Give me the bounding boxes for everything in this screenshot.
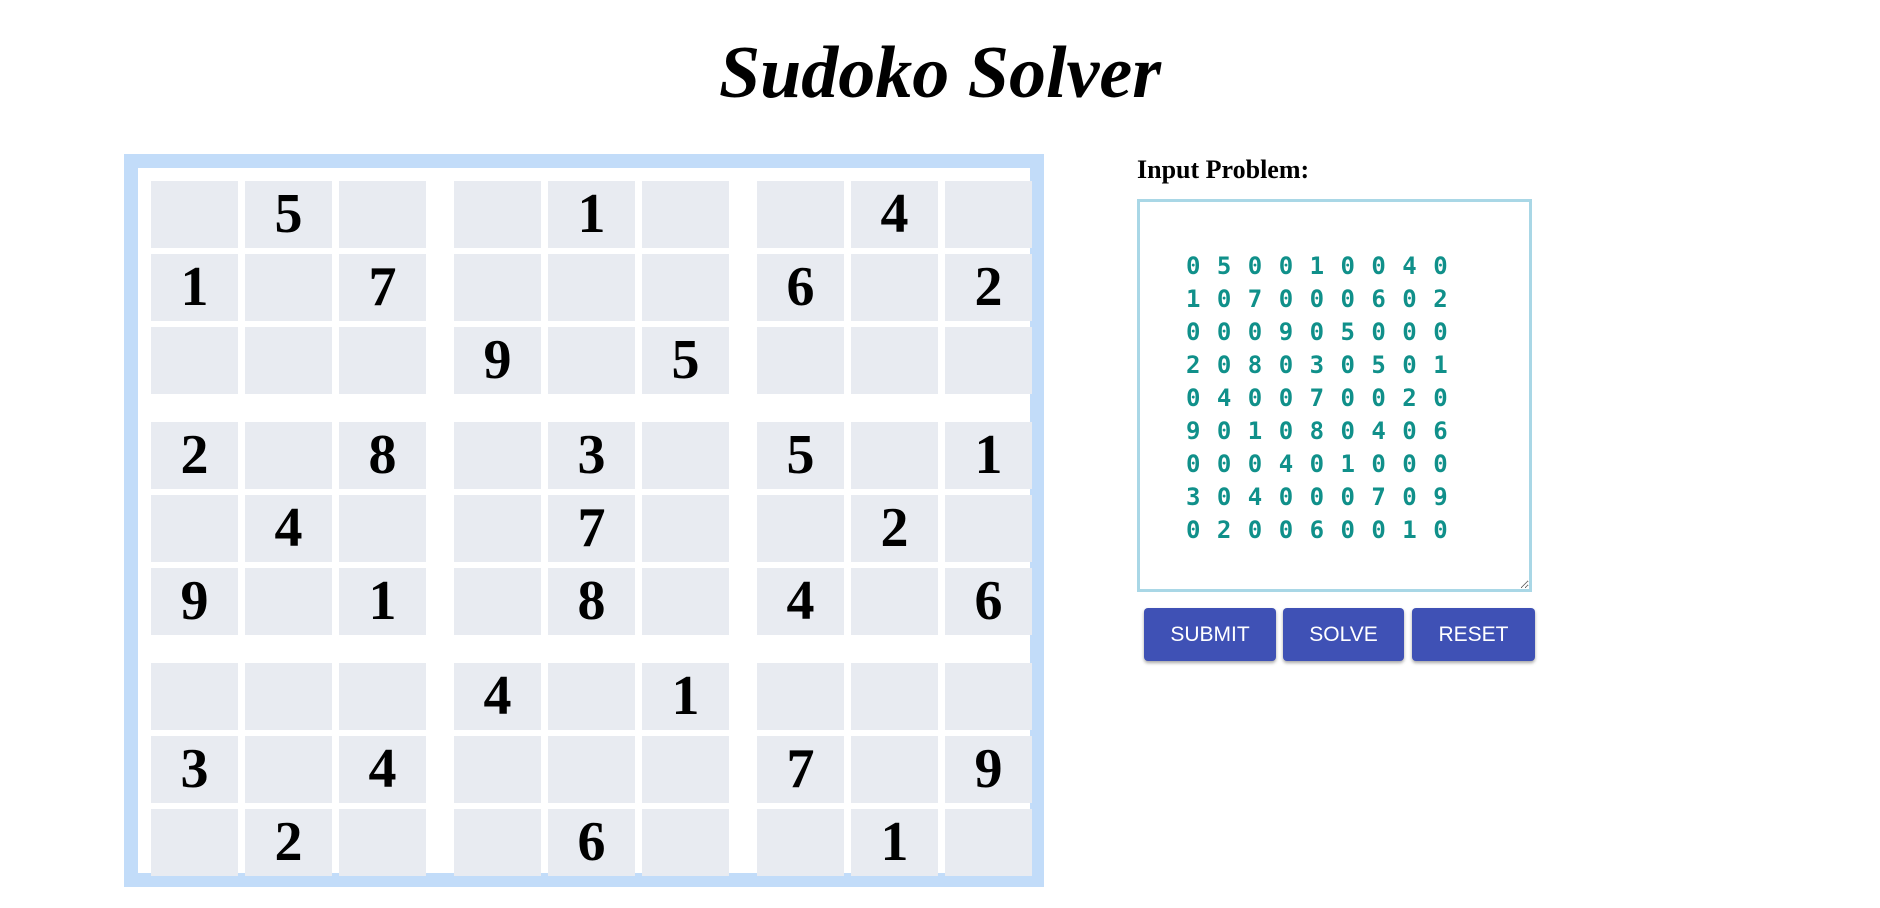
sudoku-cell[interactable]: 3	[548, 422, 635, 489]
sudoku-cell[interactable]	[151, 809, 238, 876]
sudoku-cell[interactable]: 4	[454, 663, 541, 730]
sudoku-cell[interactable]	[454, 495, 541, 562]
sudoku-cell[interactable]	[151, 495, 238, 562]
sudoku-cell[interactable]: 6	[757, 254, 844, 321]
sudoku-cell[interactable]	[454, 568, 541, 635]
sudoku-cell[interactable]: 5	[245, 181, 332, 248]
sudoku-cell[interactable]	[245, 254, 332, 321]
sudoku-cell[interactable]	[245, 422, 332, 489]
sudoku-cell[interactable]	[339, 809, 426, 876]
sudoku-cell[interactable]	[245, 663, 332, 730]
sudoku-cell[interactable]: 3	[151, 736, 238, 803]
solve-button[interactable]: SOLVE	[1283, 608, 1404, 661]
sudoku-cell[interactable]	[151, 327, 238, 394]
sudoku-cell[interactable]	[757, 663, 844, 730]
sudoku-cell[interactable]: 4	[339, 736, 426, 803]
sudoku-cell[interactable]	[548, 327, 635, 394]
sudoku-cell[interactable]	[945, 809, 1032, 876]
sudoku-cell[interactable]	[151, 181, 238, 248]
sudoku-cell[interactable]	[851, 254, 938, 321]
sudoku-cell[interactable]	[851, 327, 938, 394]
reset-button[interactable]: RESET	[1412, 608, 1535, 661]
sudoku-cell[interactable]	[245, 568, 332, 635]
sudoku-cell[interactable]: 9	[945, 736, 1032, 803]
sudoku-cell[interactable]	[548, 254, 635, 321]
sudoku-cell[interactable]	[151, 663, 238, 730]
sudoku-cell[interactable]: 1	[851, 809, 938, 876]
sudoku-cell[interactable]: 7	[757, 736, 844, 803]
sudoku-cell[interactable]	[757, 495, 844, 562]
sudoku-cell[interactable]	[851, 663, 938, 730]
sudoku-cell[interactable]	[945, 495, 1032, 562]
sudoku-cell[interactable]	[642, 181, 729, 248]
sudoku-cell[interactable]	[548, 736, 635, 803]
sudoku-cell[interactable]: 2	[851, 495, 938, 562]
sudoku-cell[interactable]: 9	[454, 327, 541, 394]
sudoku-cell[interactable]: 6	[945, 568, 1032, 635]
sudoku-cell[interactable]	[945, 181, 1032, 248]
sudoku-cell[interactable]	[945, 327, 1032, 394]
sudoku-cell[interactable]	[245, 736, 332, 803]
problem-input[interactable]: 0 5 0 0 1 0 0 4 0 1 0 7 0 0 0 6 0 2 0 0 …	[1137, 199, 1532, 592]
sudoku-cell[interactable]	[945, 663, 1032, 730]
input-panel: Input Problem: 0 5 0 0 1 0 0 4 0 1 0 7 0…	[1137, 154, 1537, 661]
sudoku-cell[interactable]: 7	[339, 254, 426, 321]
sudoku-cell[interactable]: 2	[151, 422, 238, 489]
sudoku-cell[interactable]	[757, 327, 844, 394]
sudoku-cell[interactable]: 8	[548, 568, 635, 635]
sudoku-cell[interactable]	[642, 422, 729, 489]
sudoku-cell[interactable]	[642, 254, 729, 321]
sudoku-cell[interactable]	[339, 663, 426, 730]
sudoku-cell[interactable]	[642, 495, 729, 562]
sudoku-cell[interactable]	[454, 254, 541, 321]
sudoku-cell[interactable]	[245, 327, 332, 394]
sudoku-cell[interactable]	[642, 809, 729, 876]
sudoku-cell[interactable]: 1	[945, 422, 1032, 489]
sudoku-cell[interactable]	[757, 181, 844, 248]
sudoku-cell[interactable]	[851, 422, 938, 489]
sudoku-cell[interactable]	[642, 568, 729, 635]
sudoku-cell[interactable]	[548, 663, 635, 730]
sudoku-cell[interactable]	[757, 809, 844, 876]
input-problem-label: Input Problem:	[1137, 155, 1310, 184]
page-title: Sudoko Solver	[718, 32, 1161, 114]
sudoku-cell[interactable]: 9	[151, 568, 238, 635]
sudoku-cell[interactable]: 2	[245, 809, 332, 876]
sudoku-cell[interactable]	[339, 327, 426, 394]
sudoku-cell[interactable]	[339, 495, 426, 562]
sudoku-cell[interactable]	[339, 181, 426, 248]
sudoku-cell[interactable]: 8	[339, 422, 426, 489]
sudoku-cell[interactable]: 7	[548, 495, 635, 562]
sudoku-cell[interactable]: 1	[642, 663, 729, 730]
sudoku-cell[interactable]	[454, 809, 541, 876]
sudoku-cell[interactable]: 5	[642, 327, 729, 394]
sudoku-cell[interactable]: 5	[757, 422, 844, 489]
sudoku-cell[interactable]: 4	[851, 181, 938, 248]
sudoku-cell[interactable]	[851, 736, 938, 803]
sudoku-cell[interactable]: 6	[548, 809, 635, 876]
sudoku-cell[interactable]	[642, 736, 729, 803]
submit-button[interactable]: SUBMIT	[1144, 608, 1276, 661]
sudoku-cell[interactable]	[454, 736, 541, 803]
sudoku-cell[interactable]: 1	[548, 181, 635, 248]
sudoku-cell[interactable]: 2	[945, 254, 1032, 321]
sudoku-cell[interactable]: 1	[339, 568, 426, 635]
sudoku-cell[interactable]	[851, 568, 938, 635]
sudoku-cell[interactable]	[454, 422, 541, 489]
sudoku-cell[interactable]: 4	[245, 495, 332, 562]
sudoku-cell[interactable]: 4	[757, 568, 844, 635]
sudoku-cell[interactable]	[454, 181, 541, 248]
sudoku-cell[interactable]: 1	[151, 254, 238, 321]
